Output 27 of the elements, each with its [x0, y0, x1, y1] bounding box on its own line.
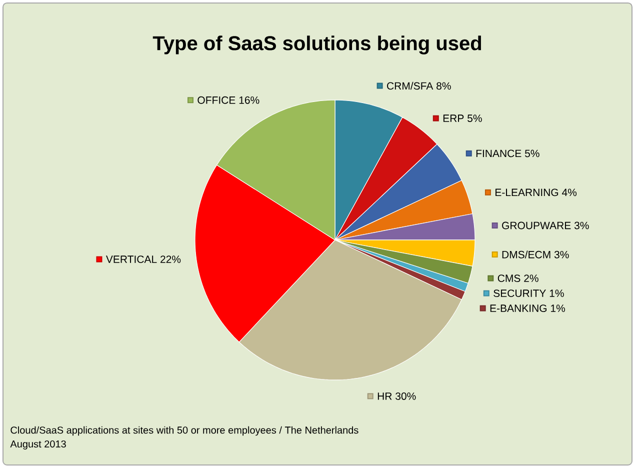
- data-label: 3%: [554, 250, 569, 258]
- legend-label: VERTICAL: [106, 256, 157, 264]
- data-label: 1%: [550, 290, 564, 297]
- legend-label: SECURITY: [494, 290, 546, 298]
- data-label: 3%: [574, 222, 589, 230]
- legend-label: E-BANKING: [490, 304, 546, 312]
- text: Cloud/SaaS applications at sites with 50 or more employees / The Netherlands: [10, 426, 358, 436]
- data-label: 8%: [436, 82, 451, 90]
- data-label: 22%: [160, 256, 181, 263]
- legend-label: E-LEARNING: [496, 188, 558, 196]
- legend-label: CRM/SFA: [387, 82, 434, 90]
- legend-label: ERP: [443, 114, 464, 122]
- data-label: 30%: [396, 392, 416, 400]
- legend-label: CMS: [498, 274, 520, 282]
- data-label: 2%: [524, 274, 538, 282]
- data-label: 1%: [551, 304, 565, 312]
- legend-label: HR: [378, 392, 392, 400]
- legend-label: OFFICE: [198, 96, 236, 104]
- legend-label: GROUPWARE: [502, 222, 571, 230]
- data-label: 5%: [524, 150, 540, 158]
- data-label: 16%: [239, 96, 260, 104]
- legend-label: DMS/ECM: [502, 250, 550, 258]
- data-label: 4%: [562, 188, 577, 196]
- text: August 2013: [10, 440, 66, 450]
- legend-label: FINANCE: [476, 150, 522, 158]
- data-label: 5%: [468, 114, 482, 122]
- chart-title: Type of SaaS solutions being used: [152, 36, 482, 54]
